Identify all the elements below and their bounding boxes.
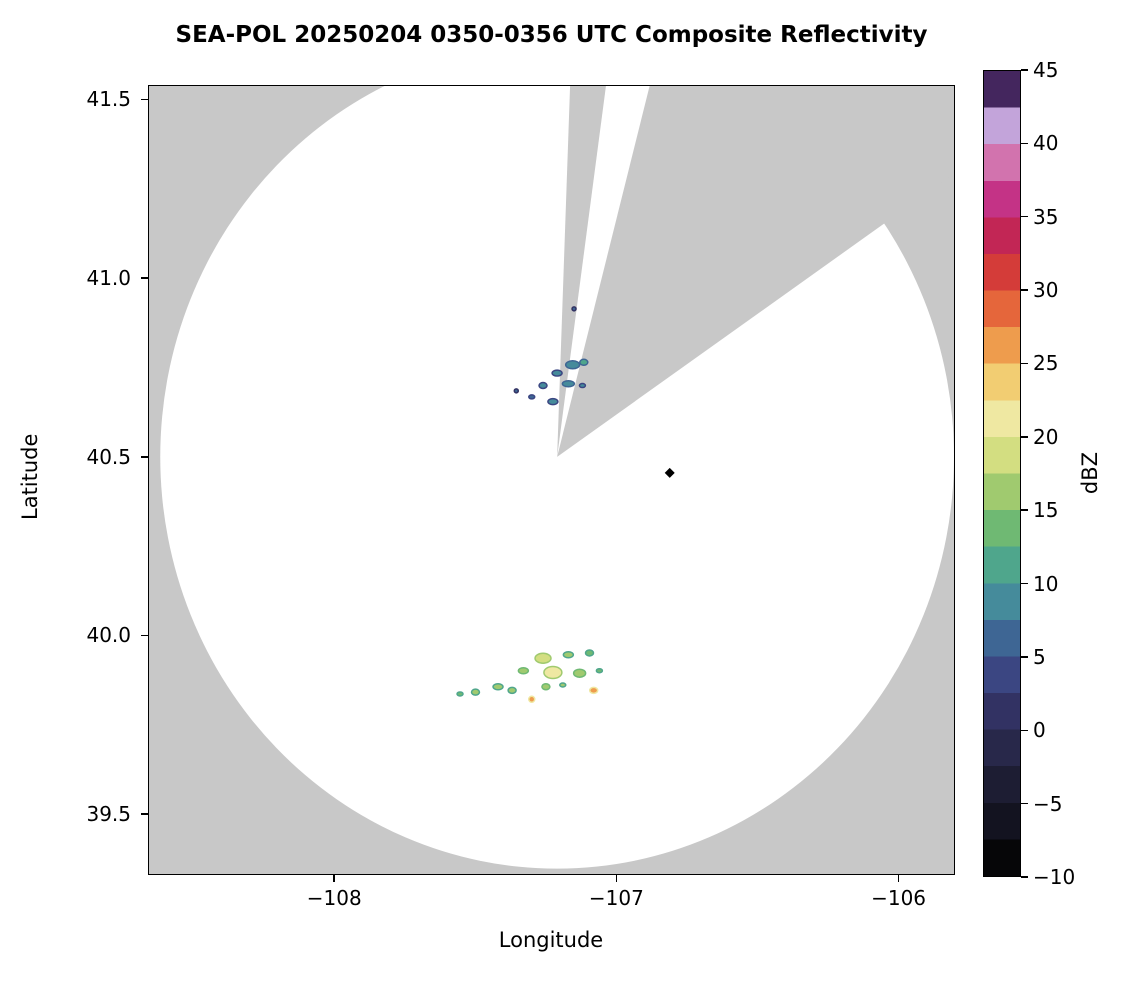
y-tick-label: 40.0 [86, 623, 131, 648]
y-axis-label: Latitude [18, 433, 42, 520]
x-tick-label: −106 [871, 886, 927, 910]
colorbar-tick-label: 10 [1033, 571, 1059, 596]
colorbar-tick-label: 30 [1033, 278, 1059, 303]
reflectivity-echo-5 [578, 382, 587, 389]
missing-data-sector-1 [557, 86, 954, 457]
reflectivity-echo-13 [517, 666, 530, 675]
y-tick-mark [141, 634, 148, 637]
x-tick-mark [333, 875, 335, 882]
map-plot-area [148, 85, 955, 875]
colorbar-tick-mark [1021, 362, 1028, 365]
reflectivity-echo-16 [595, 667, 604, 674]
reflectivity-echo-1 [579, 358, 589, 367]
colorbar-tick-label: 0 [1033, 718, 1046, 743]
reflectivity-echo-7 [547, 397, 559, 406]
colorbar [983, 70, 1021, 877]
reflectivity-echo-17 [492, 683, 504, 691]
colorbar-tick-mark [1021, 656, 1028, 658]
colorbar-tick-mark [1021, 142, 1028, 145]
reflectivity-echo-23 [541, 683, 551, 691]
colorbar-tick-mark [1021, 582, 1028, 585]
chart-title: SEA-POL 20250204 0350-0356 UTC Composite… [175, 22, 928, 48]
reflectivity-echo-11 [562, 651, 575, 659]
x-tick-label: −107 [588, 886, 644, 910]
colorbar-tick-mark [1021, 289, 1028, 291]
colorbar-tick-mark [1021, 436, 1028, 438]
reflectivity-echo-19 [456, 691, 464, 697]
reflectivity-echo-12 [584, 649, 595, 657]
reflectivity-echo-14 [543, 665, 563, 680]
y-tick-mark [141, 98, 148, 101]
x-tick-mark [897, 875, 900, 882]
colorbar-tick-mark [1021, 802, 1028, 805]
y-tick-mark [141, 277, 148, 279]
x-tick-label: −108 [306, 886, 362, 910]
y-tick-label: 41.0 [86, 266, 131, 291]
reflectivity-echo-0 [564, 360, 581, 370]
reflectivity-echo-6 [528, 394, 536, 400]
reflectivity-echo-18 [470, 688, 481, 696]
x-axis-label: Longitude [498, 928, 604, 952]
reflectivity-echo-9 [571, 306, 577, 312]
reflectivity-echo-21 [528, 695, 536, 703]
y-tick-label: 41.5 [86, 87, 131, 112]
y-tick-mark [141, 813, 148, 815]
reflectivity-echo-10 [534, 652, 552, 664]
x-tick-mark [615, 875, 618, 882]
y-tick-mark [141, 456, 148, 458]
reflectivity-echo-22 [588, 686, 599, 695]
reflectivity-echo-2 [551, 369, 563, 377]
colorbar-tick-label: 35 [1033, 204, 1059, 229]
colorbar-tick-mark [1021, 876, 1028, 878]
colorbar-tick-label: 25 [1033, 351, 1059, 376]
colorbar-tick-label: 5 [1033, 644, 1046, 669]
reflectivity-echo-20 [507, 686, 517, 695]
reflectivity-echo-8 [513, 388, 520, 394]
reflectivity-echo-24 [559, 682, 567, 688]
radar-map [149, 86, 954, 874]
colorbar-tick-mark [1021, 509, 1028, 511]
reflectivity-echo-4 [561, 380, 576, 388]
y-tick-label: 40.5 [86, 444, 131, 469]
reflectivity-echo-3 [538, 381, 548, 390]
y-tick-label: 39.5 [86, 802, 131, 827]
colorbar-tick-label: 20 [1033, 424, 1059, 449]
colorbar-tick-label: 15 [1033, 498, 1059, 523]
colorbar-tick-label: −5 [1033, 791, 1063, 816]
colorbar-tick-label: 45 [1033, 58, 1059, 82]
colorbar-tick-mark [1021, 729, 1028, 732]
reflectivity-echo-15 [572, 668, 587, 678]
colorbar-tick-mark [1021, 215, 1028, 218]
colorbar-label: dBZ [1078, 451, 1102, 495]
colorbar-tick-mark [1021, 69, 1028, 71]
colorbar-tick-label: 40 [1033, 131, 1059, 156]
colorbar-tick-label: −10 [1033, 865, 1076, 889]
site-marker-diamond [664, 467, 675, 478]
